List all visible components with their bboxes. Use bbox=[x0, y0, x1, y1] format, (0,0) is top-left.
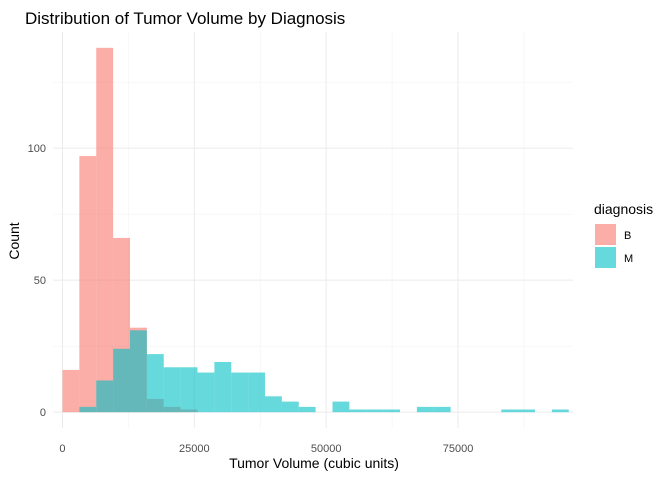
legend-key-b bbox=[595, 224, 616, 245]
histogram-bar-m bbox=[180, 367, 198, 413]
histogram-bar-m bbox=[518, 409, 536, 413]
y-tick-label: 50 bbox=[34, 275, 46, 287]
series-m-bars bbox=[79, 330, 569, 413]
histogram-bar-m bbox=[129, 330, 147, 413]
x-tick-label: 0 bbox=[59, 443, 65, 455]
legend-key-m bbox=[595, 247, 616, 268]
x-tick-label: 50000 bbox=[311, 443, 342, 455]
histogram-bar-m bbox=[231, 372, 249, 413]
x-axis-ticks: 0 25000 50000 75000 bbox=[59, 443, 473, 455]
y-tick-label: 100 bbox=[28, 143, 46, 155]
histogram-bar-m bbox=[146, 354, 164, 413]
histogram-bar-m bbox=[366, 409, 384, 413]
histogram-bar-m bbox=[298, 406, 316, 413]
histogram-bar-m bbox=[96, 380, 114, 413]
x-tick-label: 75000 bbox=[443, 443, 474, 455]
histogram-bar-m bbox=[265, 396, 282, 413]
histogram-bar-m bbox=[248, 372, 266, 413]
histogram-bar-m bbox=[281, 401, 299, 413]
histogram-bar-m bbox=[383, 409, 401, 413]
histogram-bar-m bbox=[163, 367, 181, 413]
legend-label-m: M bbox=[624, 253, 633, 265]
histogram-bar-m bbox=[113, 348, 130, 413]
histogram-bar-m bbox=[349, 409, 367, 413]
histogram-bar-m bbox=[416, 406, 434, 413]
y-axis-title: Count bbox=[6, 222, 22, 259]
histogram-bar-b bbox=[96, 47, 114, 413]
histogram-bar-m bbox=[197, 372, 215, 413]
y-axis-ticks: 0 50 100 bbox=[28, 143, 46, 419]
y-tick-label: 0 bbox=[40, 407, 46, 419]
histogram-bar-m bbox=[433, 406, 451, 413]
x-tick-label: 25000 bbox=[179, 443, 210, 455]
histogram-bar-m bbox=[551, 409, 569, 413]
x-axis-title: Tumor Volume (cubic units) bbox=[229, 455, 399, 471]
histogram-bar-m bbox=[501, 409, 519, 413]
histogram-bar-b bbox=[79, 156, 97, 413]
legend: diagnosis BM bbox=[594, 201, 653, 269]
histogram-bar-m bbox=[79, 406, 97, 413]
chart-title: Distribution of Tumor Volume by Diagnosi… bbox=[25, 9, 345, 28]
histogram-bar-b bbox=[62, 369, 80, 413]
histogram-bar-m bbox=[214, 362, 232, 413]
plot-grid bbox=[53, 32, 573, 428]
legend-label-b: B bbox=[624, 230, 631, 242]
legend-title: diagnosis bbox=[594, 201, 653, 217]
histogram-bar-m bbox=[332, 401, 350, 413]
